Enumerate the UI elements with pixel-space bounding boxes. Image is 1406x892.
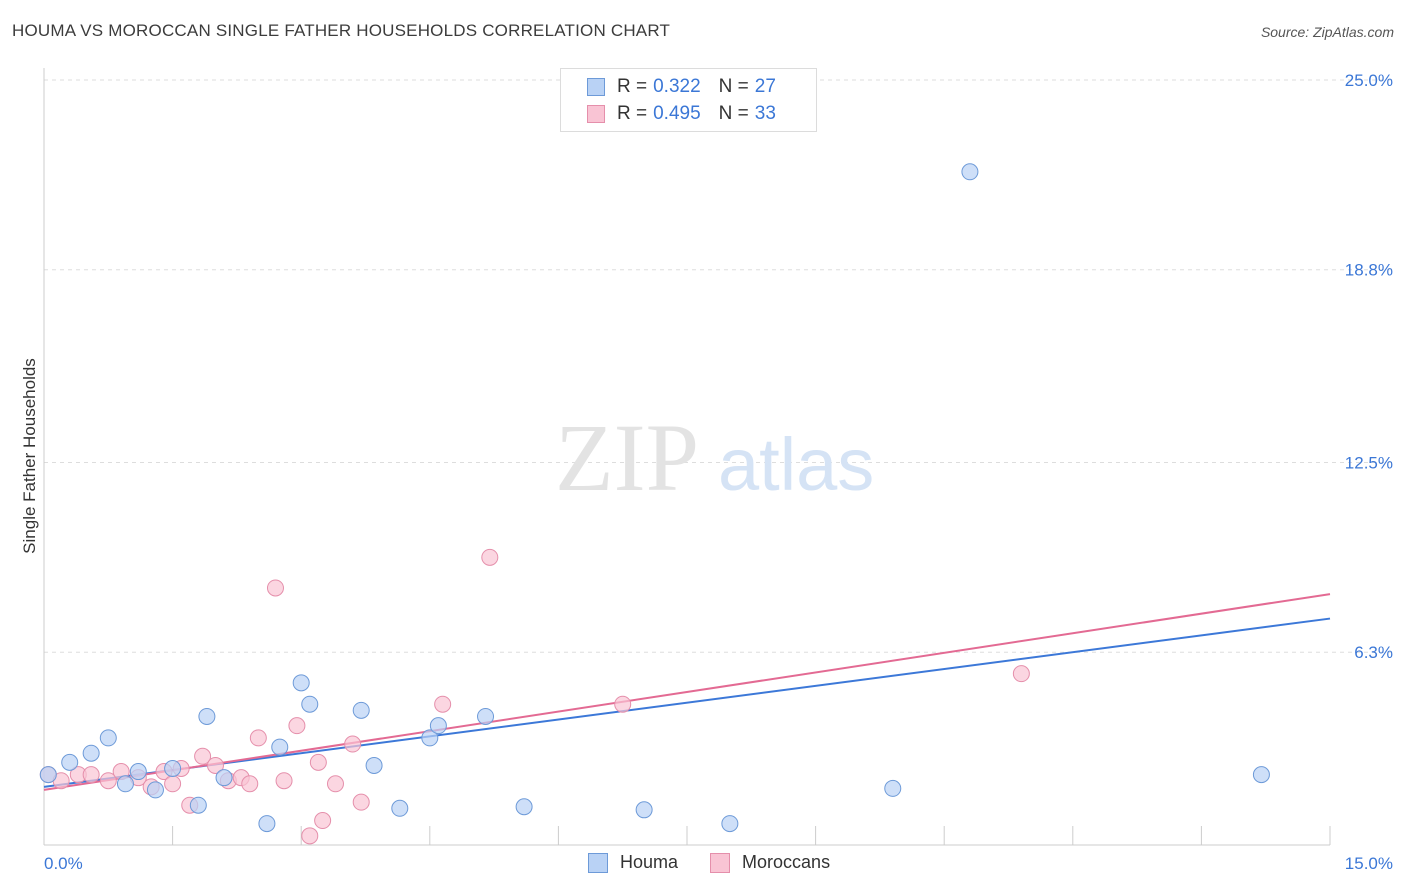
moroccans-point: [206, 756, 224, 774]
legend-item-houma: Houma: [588, 852, 678, 873]
moroccans-point: [164, 775, 182, 793]
n-value: 33: [754, 103, 776, 124]
legend-row-houma: R = 0.322 N = 27: [587, 74, 776, 100]
moroccans-point: [614, 695, 632, 713]
tick-label-layer: 6.3% 12.5% 18.8% 25.0% 0.0% 15.0%: [44, 71, 1393, 873]
houma-point: [129, 763, 147, 781]
n-label: N =: [718, 103, 749, 124]
houma-point: [189, 796, 207, 814]
houma-point: [421, 729, 439, 747]
legend-label-houma: Houma: [620, 852, 679, 872]
moroccans-trend-line: [43, 593, 1331, 791]
houma-point: [116, 775, 134, 793]
y-axis-label: Single Father Households: [20, 358, 39, 554]
watermark: ZIP atlas: [555, 404, 874, 511]
moroccans-point: [82, 766, 100, 784]
houma-point: [99, 729, 117, 747]
moroccans-point: [249, 729, 267, 747]
houma-point: [884, 779, 902, 797]
houma-point: [721, 815, 739, 833]
legend-item-moroccans: Moroccans: [710, 852, 830, 873]
houma-point: [198, 707, 216, 725]
houma-point: [961, 163, 979, 181]
houma-point: [271, 738, 289, 756]
houma-point: [515, 798, 533, 816]
moroccans-point: [344, 735, 362, 753]
r-value: 0.495: [653, 103, 701, 124]
moroccans-point: [301, 827, 319, 845]
houma-trend-line: [43, 617, 1331, 788]
houma-point: [352, 701, 370, 719]
y-tick-label: 12.5%: [1345, 454, 1393, 473]
houma-point: [61, 753, 79, 771]
moroccans-point: [266, 579, 284, 597]
legend-label-moroccans: Moroccans: [742, 852, 831, 872]
series-legend: Houma Moroccans: [588, 852, 862, 873]
moroccans-point: [352, 793, 370, 811]
n-label: N =: [718, 76, 749, 97]
houma-point: [477, 707, 495, 725]
r-label: R =: [617, 76, 648, 97]
moroccans-point: [288, 717, 306, 735]
moroccans-point: [481, 548, 499, 566]
houma-point: [146, 781, 164, 799]
correlation-legend: R = 0.322 N = 27 R = 0.495 N = 33: [560, 68, 817, 132]
chart-title: HOUMA VS MOROCCAN SINGLE FATHER HOUSEHOL…: [12, 21, 671, 40]
point-layer: [39, 163, 1270, 845]
moroccans-point: [434, 695, 452, 713]
x-tick-label: 0.0%: [44, 854, 83, 873]
houma-swatch: [588, 852, 608, 873]
houma-point: [635, 801, 653, 819]
y-tick-label: 25.0%: [1345, 71, 1393, 90]
houma-point: [1252, 766, 1270, 784]
houma-point: [39, 766, 57, 784]
houma-point: [164, 760, 182, 777]
watermark-atlas: atlas: [718, 423, 874, 506]
moroccans-swatch: [710, 852, 731, 873]
houma-point: [391, 799, 409, 817]
houma-swatch: [587, 78, 605, 96]
moroccans-point: [326, 775, 344, 793]
moroccans-point: [99, 772, 117, 790]
legend-row-moroccans: R = 0.495 N = 33: [587, 101, 776, 127]
moroccans-point: [194, 747, 212, 765]
source-label: Source: ZipAtlas.com: [1260, 24, 1394, 40]
houma-point: [258, 815, 276, 833]
axis-layer: [43, 68, 1330, 846]
y-tick-label: 6.3%: [1354, 643, 1393, 662]
houma-point: [301, 695, 319, 713]
houma-point: [365, 756, 383, 774]
r-label: R =: [617, 103, 648, 124]
moroccans-point: [275, 772, 293, 790]
trend-layer: [43, 593, 1331, 791]
watermark-zip: ZIP: [555, 404, 699, 511]
x-tick-label: 15.0%: [1345, 854, 1393, 873]
houma-point: [82, 744, 100, 762]
moroccans-point: [314, 812, 332, 830]
houma-point: [292, 674, 310, 692]
houma-point: [429, 717, 447, 735]
moroccans-point: [241, 775, 259, 793]
y-tick-label: 18.8%: [1345, 261, 1393, 280]
moroccans-point: [309, 753, 327, 771]
n-value: 27: [754, 76, 776, 97]
houma-point: [215, 769, 233, 787]
moroccans-point: [1012, 665, 1030, 683]
moroccans-swatch: [587, 105, 605, 123]
r-value: 0.322: [653, 76, 701, 97]
